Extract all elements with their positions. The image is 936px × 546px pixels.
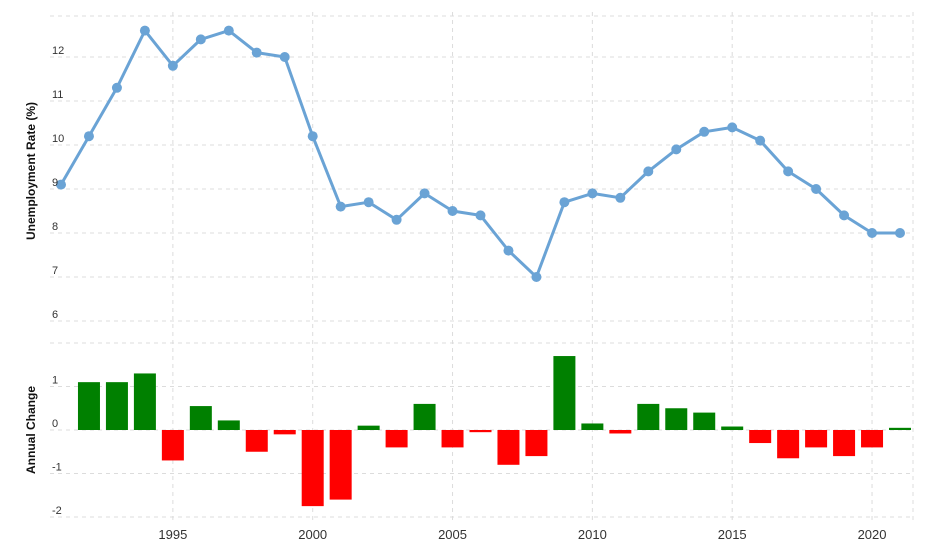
annual-change-bar bbox=[329, 430, 352, 500]
unemployment-rate-point bbox=[447, 206, 458, 216]
annual-change-bar bbox=[497, 430, 520, 465]
unemployment-rate-point bbox=[839, 210, 850, 221]
annual-change-bar bbox=[637, 403, 660, 430]
unemployment-rate-point bbox=[307, 131, 318, 142]
unemployment-rate-point bbox=[83, 131, 94, 142]
unemployment-rate-point bbox=[643, 166, 654, 177]
annual-change-bar bbox=[889, 427, 911, 430]
top-y-tick-label: 9 bbox=[52, 177, 58, 189]
unemployment-line bbox=[59, 29, 900, 279]
annual-change-bar bbox=[525, 430, 548, 457]
unemployment-rate-point bbox=[755, 135, 766, 146]
unemployment-rate-point bbox=[867, 228, 878, 238]
x-tick-label: 1995 bbox=[158, 527, 187, 542]
annual-change-bar bbox=[133, 373, 156, 430]
annual-change-bar bbox=[469, 430, 492, 433]
bottom-y-axis-title: Annual Change bbox=[24, 386, 38, 474]
top-y-tick-label: 12 bbox=[52, 45, 64, 57]
unemployment-rate-point bbox=[727, 122, 738, 133]
unemployment-rate-point bbox=[56, 179, 66, 190]
top-y-tick-label: 7 bbox=[52, 265, 58, 277]
annual-change-bar bbox=[105, 382, 128, 430]
x-tick-label: 2020 bbox=[858, 527, 887, 542]
unemployment-rate-point bbox=[167, 60, 178, 71]
axis-labels: 6 7 8 9 10 11 12 -2 -1 0 1 1995 2000 2005 2010 2015 2020 bbox=[52, 45, 886, 542]
unemployment-rate-point bbox=[587, 188, 598, 199]
unemployment-rate-point bbox=[251, 47, 262, 58]
annual-change-bar bbox=[553, 356, 576, 430]
annual-change-bar bbox=[833, 430, 856, 457]
annual-change-bar bbox=[581, 423, 604, 430]
annual-change-bars bbox=[77, 356, 911, 507]
annual-change-bar bbox=[357, 425, 380, 430]
annual-change-bar bbox=[161, 430, 184, 461]
x-tick-label: 2000 bbox=[298, 527, 327, 542]
annual-change-bar bbox=[77, 382, 100, 430]
annual-change-bar bbox=[189, 406, 212, 430]
annual-change-bar bbox=[609, 430, 632, 434]
x-tick-label: 2015 bbox=[718, 527, 747, 542]
unemployment-rate-point bbox=[223, 25, 234, 36]
top-y-tick-label: 11 bbox=[52, 89, 63, 101]
unemployment-rate-point bbox=[475, 210, 486, 221]
unemployment-rate-line bbox=[59, 29, 900, 279]
annual-change-bar bbox=[413, 403, 436, 430]
unemployment-rate-point bbox=[195, 34, 206, 45]
annual-change-bar bbox=[749, 430, 772, 444]
unemployment-rate-point bbox=[503, 245, 514, 256]
annual-change-bar bbox=[301, 430, 324, 507]
top-y-tick-label: 8 bbox=[52, 221, 58, 233]
bottom-y-tick-label: -2 bbox=[52, 505, 62, 517]
unemployment-rate-point bbox=[419, 188, 430, 199]
annual-change-bar bbox=[441, 430, 464, 448]
unemployment-rate-point bbox=[335, 201, 346, 212]
unemployment-rate-point bbox=[279, 52, 290, 62]
unemployment-rate-point bbox=[671, 144, 682, 155]
unemployment-rate-point bbox=[111, 82, 122, 93]
bottom-y-tick-label: 1 bbox=[52, 375, 58, 387]
annual-change-bar bbox=[245, 430, 268, 452]
annual-change-bar bbox=[665, 408, 688, 430]
unemployment-rate-point bbox=[363, 197, 374, 208]
annual-change-bar bbox=[693, 412, 716, 430]
unemployment-rate-point bbox=[699, 126, 710, 137]
annual-change-bar bbox=[721, 426, 744, 430]
unemployment-rate-point bbox=[811, 184, 822, 194]
top-y-tick-label: 10 bbox=[52, 133, 64, 145]
annual-change-bar bbox=[385, 430, 408, 448]
bottom-y-tick-label: -1 bbox=[52, 462, 62, 474]
unemployment-rate-point bbox=[615, 192, 626, 203]
annual-change-bar bbox=[805, 430, 828, 448]
annual-change-bar bbox=[777, 430, 800, 459]
annual-change-bar bbox=[861, 430, 884, 448]
top-y-axis-title: Unemployment Rate (%) bbox=[24, 102, 38, 240]
unemployment-rate-point bbox=[391, 214, 402, 225]
x-tick-label: 2005 bbox=[438, 527, 467, 542]
unemployment-rate-point bbox=[895, 228, 905, 238]
bottom-y-tick-label: 0 bbox=[52, 418, 58, 430]
unemployment-rate-point bbox=[531, 272, 542, 282]
annual-change-bar bbox=[217, 420, 240, 430]
x-tick-label: 2010 bbox=[578, 527, 607, 542]
top-y-tick-label: 6 bbox=[52, 309, 58, 321]
unemployment-rate-point bbox=[559, 197, 570, 208]
unemployment-rate-point bbox=[783, 166, 794, 177]
unemployment-points bbox=[56, 25, 905, 282]
annual-change-bar bbox=[273, 430, 296, 435]
unemployment-rate-point bbox=[139, 25, 150, 36]
